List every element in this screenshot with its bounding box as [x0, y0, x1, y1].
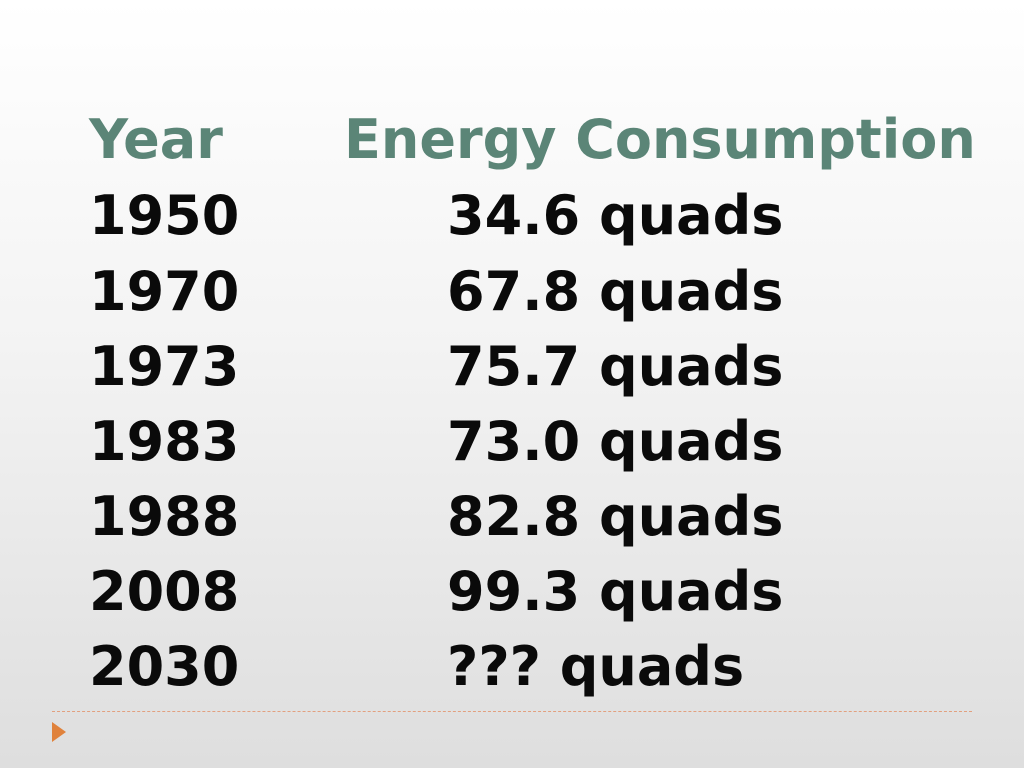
table-row: 1970 67.8 quads	[0, 254, 1024, 330]
table-row: 2008 99.3 quads	[0, 554, 1024, 630]
table-row: 1950 34.6 quads	[0, 178, 1024, 254]
energy-cell: 75.7 quads	[447, 335, 784, 398]
footer-divider	[52, 711, 972, 712]
energy-cell: 34.6 quads	[447, 184, 784, 247]
year-cell: 1973	[89, 335, 240, 398]
year-cell: 1950	[89, 184, 240, 247]
table-row: 2030 ??? quads	[0, 629, 1024, 705]
energy-column-header: Energy Consumption	[344, 108, 976, 171]
year-column-header: Year	[89, 108, 223, 171]
energy-cell: 82.8 quads	[447, 485, 784, 548]
table-row: 1973 75.7 quads	[0, 329, 1024, 405]
table-row: 1988 82.8 quads	[0, 479, 1024, 555]
year-cell: 2030	[89, 635, 240, 698]
energy-cell: 73.0 quads	[447, 410, 784, 473]
year-cell: 1970	[89, 260, 240, 323]
year-cell: 2008	[89, 560, 240, 623]
year-cell: 1983	[89, 410, 240, 473]
table-header-row: Year Energy Consumption	[0, 102, 1024, 178]
orange-triangle-arrow-icon	[52, 722, 66, 742]
energy-cell: ??? quads	[447, 635, 745, 698]
year-cell: 1988	[89, 485, 240, 548]
energy-cell: 67.8 quads	[447, 260, 784, 323]
table-row: 1983 73.0 quads	[0, 404, 1024, 480]
energy-cell: 99.3 quads	[447, 560, 784, 623]
